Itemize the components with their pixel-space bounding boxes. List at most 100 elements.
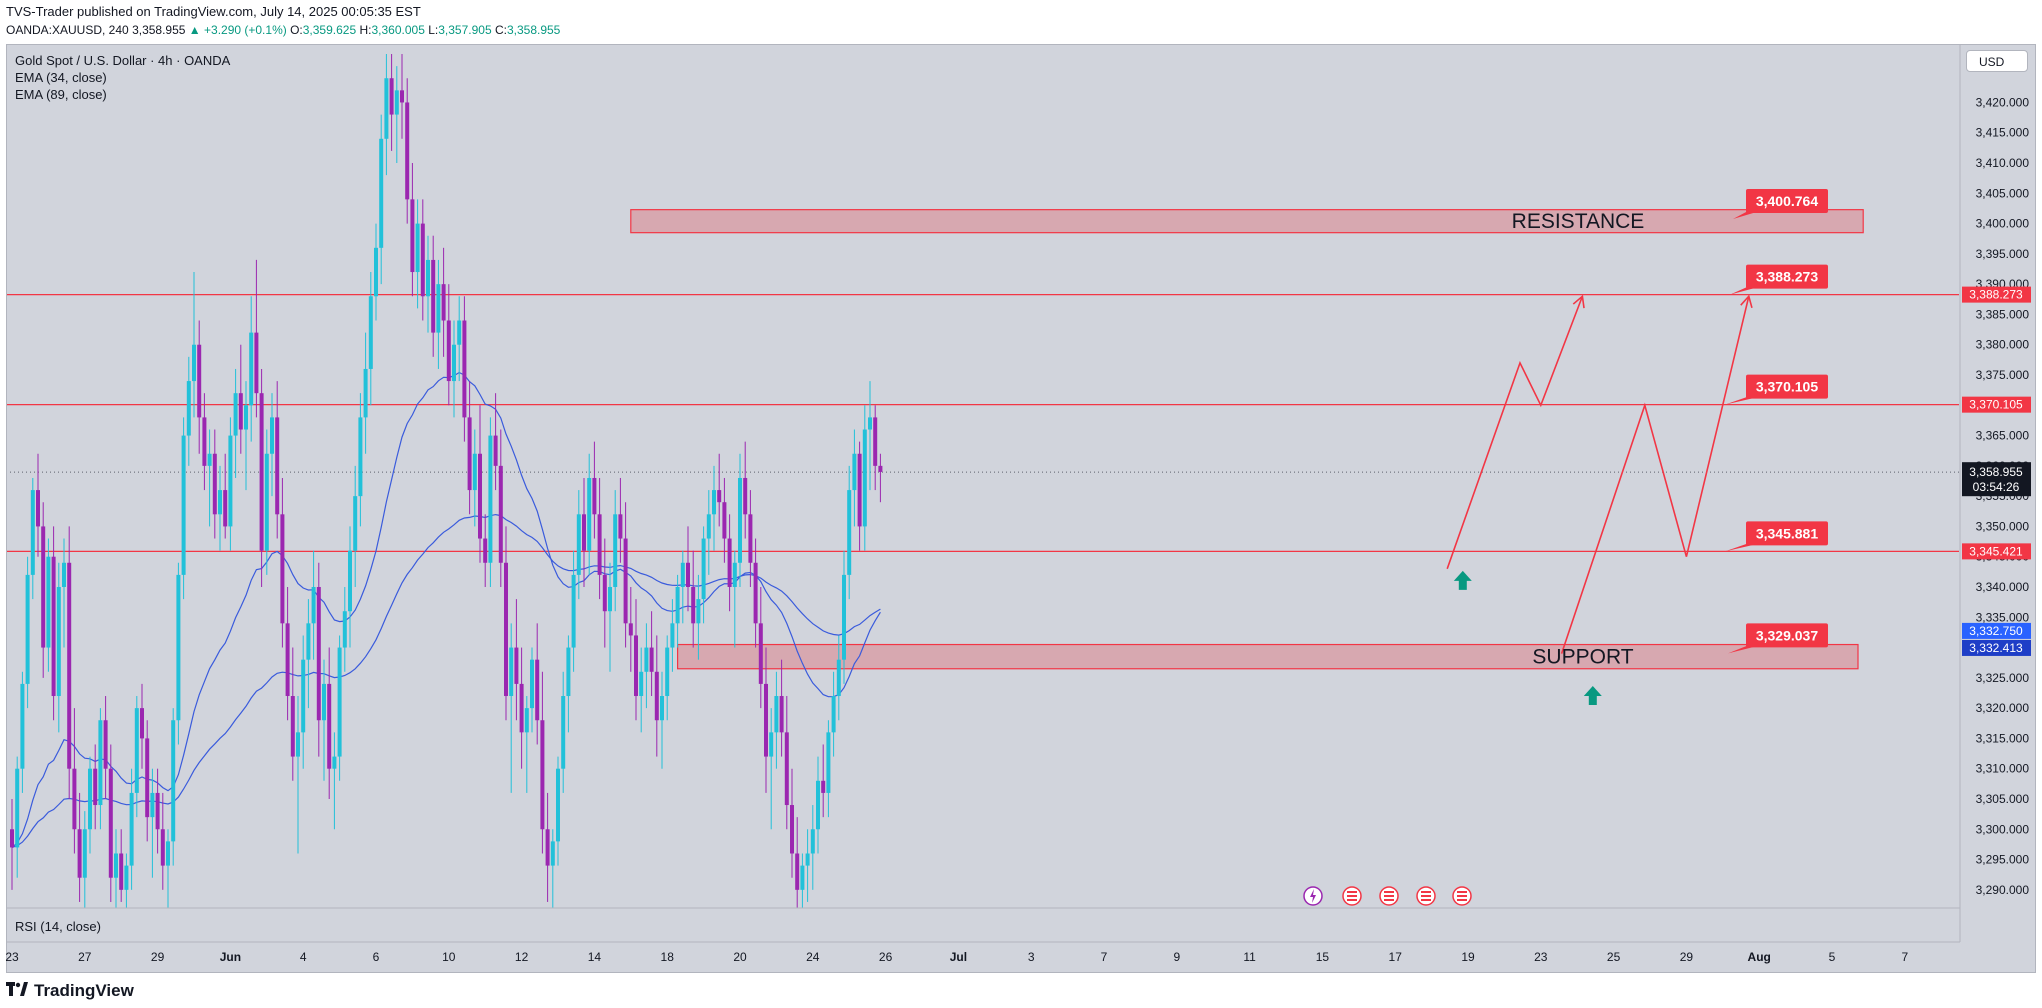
candle-body	[176, 574, 181, 721]
axis-level-tag	[1962, 396, 2031, 413]
candle-body	[743, 477, 748, 515]
candle-body	[566, 647, 571, 697]
candle-body	[831, 696, 836, 733]
candle	[296, 696, 300, 854]
candle-body	[597, 514, 602, 575]
candle	[394, 66, 399, 164]
candle	[810, 805, 815, 890]
candle	[72, 708, 77, 854]
candle	[550, 829, 555, 908]
candle-body	[77, 829, 82, 878]
y-tick-label: 3,300.000	[1976, 822, 2030, 836]
candle	[592, 441, 597, 539]
candle-body	[519, 683, 524, 733]
x-tick-label: 17	[1389, 950, 1403, 964]
candle-body	[821, 780, 826, 793]
candle	[405, 78, 410, 224]
candle-body	[602, 574, 607, 612]
candle-body	[805, 853, 810, 866]
y-tick-label: 3,365.000	[1976, 429, 2030, 443]
candle	[56, 562, 61, 733]
callout-box	[1746, 264, 1828, 289]
candle-body	[207, 453, 212, 466]
rsi-indicator-label[interactable]: RSI (14, close)	[15, 919, 101, 934]
currency-selector[interactable]: USD	[1966, 50, 2028, 72]
candle	[613, 490, 618, 612]
candle	[722, 477, 727, 563]
candle	[238, 344, 243, 454]
candle-body	[285, 623, 290, 697]
candle-body	[394, 90, 399, 115]
flag-stripe	[1421, 899, 1431, 901]
candle-body	[368, 296, 373, 369]
projection-path-1	[1446, 295, 1584, 570]
legend-ema-89[interactable]: EMA (89, close)	[15, 87, 107, 102]
candle	[311, 550, 316, 660]
candle	[98, 708, 103, 830]
candle	[301, 635, 306, 769]
x-tick-label: 4	[300, 950, 307, 964]
candle-body	[774, 696, 779, 733]
callout-box	[1746, 188, 1828, 213]
candle-body	[504, 562, 508, 697]
candle	[826, 720, 831, 818]
candle-body	[254, 332, 259, 394]
candle-body	[540, 720, 545, 830]
candle	[46, 538, 51, 672]
ohlc-header: OANDA:XAUUSD, 240 3,358.955 ▲ +3.290 (+0…	[6, 22, 560, 38]
candle-body	[727, 538, 732, 587]
candle	[587, 453, 592, 575]
candle	[779, 659, 784, 757]
callout-box	[1746, 521, 1828, 546]
x-tick-label: 10	[442, 950, 456, 964]
candle-body	[670, 623, 675, 648]
candle	[348, 526, 352, 648]
candle-body	[202, 417, 207, 466]
ema-price-tag	[1962, 622, 2031, 639]
candle	[602, 538, 607, 648]
candle	[197, 320, 202, 454]
candle	[114, 829, 118, 908]
candle-body	[186, 381, 191, 436]
candle-body	[405, 102, 410, 200]
candle-body	[228, 435, 233, 527]
x-tick-label: 12	[515, 950, 529, 964]
candle-body	[753, 562, 758, 624]
callout-label: 3,329.037	[1756, 627, 1818, 643]
x-tick-label: 19	[1461, 950, 1475, 964]
y-tick-label: 3,375.000	[1976, 368, 2030, 382]
candle-body	[862, 429, 867, 527]
callout-label: 3,388.273	[1756, 269, 1818, 285]
y-tick-label: 3,380.000	[1976, 338, 2030, 352]
candle	[410, 163, 415, 297]
candle	[218, 465, 222, 551]
candle	[452, 320, 456, 418]
candle	[166, 829, 170, 908]
callout-label: 3,345.881	[1756, 525, 1818, 541]
candle	[738, 453, 742, 587]
candle-body	[556, 768, 560, 842]
legend-ema-34[interactable]: EMA (34, close)	[15, 70, 107, 85]
candle-body	[431, 259, 436, 333]
candle-body	[550, 841, 555, 866]
candle	[831, 671, 836, 757]
x-tick-label: 3	[1028, 950, 1035, 964]
candle	[275, 381, 280, 539]
candle	[155, 768, 160, 854]
candle	[623, 502, 628, 648]
candle-body	[748, 514, 753, 563]
y-tick-label: 3,410.000	[1976, 156, 2030, 170]
candle	[77, 792, 82, 902]
candle-body	[358, 417, 363, 497]
candle	[332, 732, 337, 830]
candle-body	[400, 90, 404, 103]
flag-stripe	[1457, 895, 1467, 897]
candle	[103, 696, 108, 799]
candle	[670, 599, 675, 672]
candle	[124, 853, 129, 908]
candle	[868, 381, 872, 491]
candle-body	[25, 574, 30, 684]
candle-body	[348, 550, 352, 612]
candle	[483, 514, 488, 587]
